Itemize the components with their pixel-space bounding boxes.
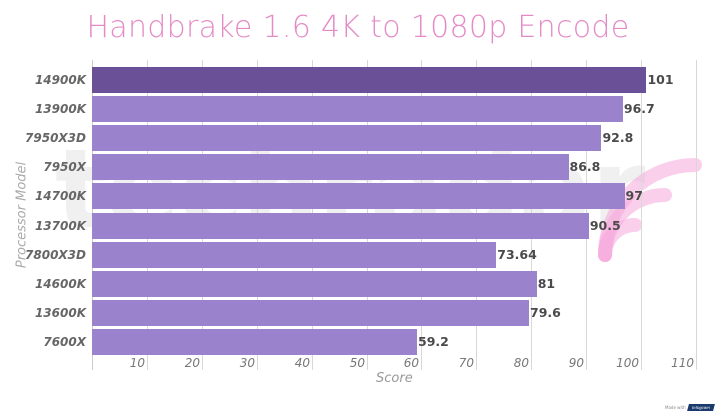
bar-value-label: 96.7 bbox=[623, 101, 655, 117]
badge-prefix: Made with bbox=[665, 405, 686, 410]
bar[interactable] bbox=[92, 183, 625, 210]
bar-value-label: 73.64 bbox=[497, 246, 537, 262]
bar[interactable] bbox=[92, 125, 602, 152]
category-label: 7800X3D bbox=[25, 247, 86, 262]
x-tick-label: 20 bbox=[184, 356, 200, 370]
category-label: 13700K bbox=[34, 218, 86, 233]
category-label: 14900K bbox=[34, 73, 86, 87]
x-tick-label: 30 bbox=[239, 356, 255, 370]
bar-value-label: 90.5 bbox=[589, 217, 621, 233]
bar-value-label: 92.8 bbox=[602, 130, 634, 146]
category-label: 7950X3D bbox=[25, 131, 86, 146]
x-tick-label: 60 bbox=[403, 356, 419, 370]
category-label: 14700K bbox=[34, 189, 86, 204]
x-tick-label: 70 bbox=[458, 356, 474, 370]
x-tick-label: 90 bbox=[568, 356, 584, 370]
bar-value-label: 79.6 bbox=[530, 304, 561, 320]
bar[interactable] bbox=[92, 212, 589, 239]
bar[interactable] bbox=[92, 270, 537, 297]
category-label: 13600K bbox=[34, 305, 86, 320]
bar[interactable] bbox=[92, 96, 623, 123]
gridline bbox=[696, 60, 697, 370]
bar-value-label: 81 bbox=[537, 275, 556, 291]
category-label: 7600X bbox=[43, 334, 86, 349]
x-tick-label: 110 bbox=[671, 356, 694, 370]
bar[interactable] bbox=[92, 299, 529, 326]
category-label: 14600K bbox=[34, 276, 86, 291]
bar[interactable] bbox=[92, 154, 569, 181]
gridline bbox=[641, 60, 642, 370]
bar-value-label: 86.8 bbox=[569, 159, 601, 175]
plot-area: 10 20 30 40 50 60 70 80 90 100 110 101 14900K 96.7 139… bbox=[25, 60, 716, 370]
x-tick-label: 10 bbox=[129, 356, 145, 370]
category-label: 7950X bbox=[43, 160, 86, 175]
category-label: 13900K bbox=[34, 102, 86, 117]
made-with-badge[interactable]: Made with Infogram bbox=[665, 404, 715, 411]
bar[interactable] bbox=[92, 241, 497, 268]
x-tick-label: 100 bbox=[616, 356, 639, 370]
bar-value-label: 101 bbox=[647, 72, 674, 87]
x-tick-label: 40 bbox=[294, 356, 310, 370]
bar-value-label: 97 bbox=[625, 188, 643, 204]
badge-brand: Infogram bbox=[686, 404, 715, 411]
chart-title: Handbrake 1.6 4K to 1080p Encode bbox=[86, 10, 630, 45]
x-tick-label: 50 bbox=[349, 356, 365, 370]
bar-value-label: 59.2 bbox=[418, 333, 449, 349]
x-axis-label: Score bbox=[376, 371, 413, 386]
bar[interactable] bbox=[92, 328, 417, 355]
bar[interactable] bbox=[92, 67, 647, 93]
x-tick-label: 80 bbox=[513, 356, 529, 370]
